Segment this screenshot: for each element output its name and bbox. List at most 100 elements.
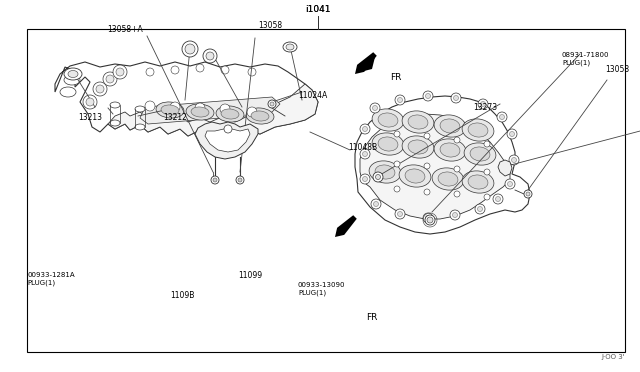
Ellipse shape (378, 137, 398, 151)
Ellipse shape (156, 102, 184, 118)
Circle shape (103, 72, 117, 86)
Circle shape (426, 215, 431, 221)
Circle shape (495, 196, 500, 202)
Polygon shape (335, 215, 356, 237)
Ellipse shape (191, 107, 209, 117)
Circle shape (423, 213, 433, 223)
Circle shape (220, 104, 230, 114)
Polygon shape (360, 57, 375, 72)
Circle shape (371, 199, 381, 209)
Text: 13058+A: 13058+A (108, 26, 143, 35)
Circle shape (170, 102, 180, 112)
Circle shape (224, 125, 232, 133)
Circle shape (268, 100, 276, 108)
Ellipse shape (375, 165, 395, 179)
Text: PLUG(1): PLUG(1) (27, 280, 55, 286)
Ellipse shape (438, 172, 458, 186)
Circle shape (452, 212, 458, 218)
Text: i1041: i1041 (305, 5, 331, 14)
Circle shape (248, 68, 256, 76)
Ellipse shape (221, 109, 239, 119)
Ellipse shape (405, 169, 425, 183)
Ellipse shape (283, 42, 297, 52)
Text: PLUG(1): PLUG(1) (298, 290, 326, 296)
Text: 1109B: 1109B (170, 291, 194, 299)
Ellipse shape (408, 115, 428, 129)
Ellipse shape (402, 111, 434, 133)
Ellipse shape (186, 104, 214, 120)
Circle shape (450, 210, 460, 220)
Polygon shape (55, 62, 318, 136)
Text: FR: FR (366, 314, 378, 323)
Ellipse shape (468, 123, 488, 137)
Text: PLUG(1): PLUG(1) (562, 60, 590, 66)
Circle shape (481, 102, 486, 106)
Circle shape (395, 95, 405, 105)
Circle shape (116, 68, 124, 76)
Circle shape (484, 194, 490, 200)
Polygon shape (195, 122, 258, 159)
Text: 11099: 11099 (238, 270, 262, 279)
Circle shape (507, 129, 517, 139)
Circle shape (454, 166, 460, 172)
Circle shape (213, 178, 217, 182)
Circle shape (423, 91, 433, 101)
Circle shape (145, 101, 155, 111)
Circle shape (185, 44, 195, 54)
Circle shape (526, 192, 530, 196)
Text: 13058: 13058 (605, 65, 629, 74)
Circle shape (96, 85, 104, 93)
Circle shape (425, 215, 435, 225)
Circle shape (454, 137, 460, 143)
Polygon shape (355, 96, 530, 234)
Circle shape (394, 186, 400, 192)
Text: J·OO 3': J·OO 3' (602, 354, 625, 360)
Circle shape (370, 103, 380, 113)
Circle shape (113, 65, 127, 79)
Ellipse shape (110, 120, 120, 126)
Circle shape (270, 102, 274, 106)
Circle shape (397, 212, 403, 217)
Ellipse shape (462, 119, 494, 141)
Ellipse shape (399, 165, 431, 187)
Circle shape (171, 66, 179, 74)
Circle shape (93, 82, 107, 96)
Circle shape (475, 204, 485, 214)
Ellipse shape (378, 113, 398, 127)
Text: i1041: i1041 (305, 5, 331, 14)
Circle shape (247, 107, 257, 117)
Text: 08931-71800: 08931-71800 (562, 52, 609, 58)
Circle shape (362, 126, 367, 131)
Circle shape (397, 97, 403, 103)
Ellipse shape (135, 124, 145, 130)
Circle shape (106, 75, 114, 83)
Circle shape (424, 133, 430, 139)
Circle shape (493, 194, 503, 204)
Circle shape (394, 131, 400, 137)
Circle shape (511, 157, 516, 163)
Ellipse shape (64, 68, 82, 80)
Ellipse shape (408, 140, 428, 154)
Circle shape (362, 151, 367, 157)
Circle shape (360, 174, 370, 184)
Text: 13212: 13212 (163, 113, 187, 122)
Circle shape (484, 169, 490, 175)
Polygon shape (360, 114, 510, 219)
Circle shape (146, 68, 154, 76)
Circle shape (497, 112, 507, 122)
Text: 13058: 13058 (258, 22, 282, 31)
Ellipse shape (440, 143, 460, 157)
Ellipse shape (216, 106, 244, 122)
Text: 13273: 13273 (473, 103, 497, 112)
Ellipse shape (60, 87, 76, 97)
Ellipse shape (286, 44, 294, 50)
Polygon shape (108, 84, 318, 136)
Text: 00933-13090: 00933-13090 (298, 282, 346, 288)
Circle shape (86, 98, 94, 106)
Circle shape (236, 176, 244, 184)
Circle shape (376, 174, 381, 180)
Circle shape (509, 131, 515, 137)
Ellipse shape (434, 115, 466, 137)
Ellipse shape (246, 108, 274, 124)
Bar (27, 29, 625, 352)
